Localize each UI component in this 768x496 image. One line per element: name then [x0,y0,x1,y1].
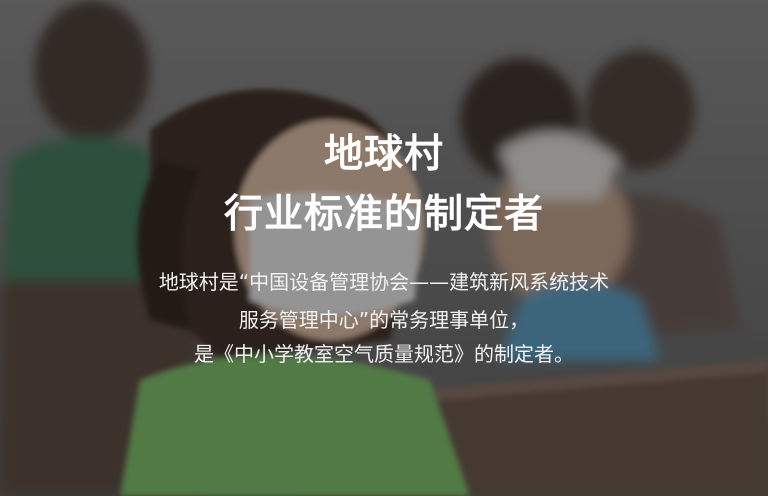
hero-title-line1: 地球村 [323,132,444,177]
hero-description-line3: 是《中小学教室空气质量规范》的制定者。 [194,342,574,366]
hero-title-line2: 行业标准的制定者 [223,192,544,237]
hero-description-line1: 地球村是“中国设备管理协会——建筑新风系统技术 [158,270,610,294]
hero-description-line2: 服务管理中心”的常务理事单位， [238,308,530,332]
